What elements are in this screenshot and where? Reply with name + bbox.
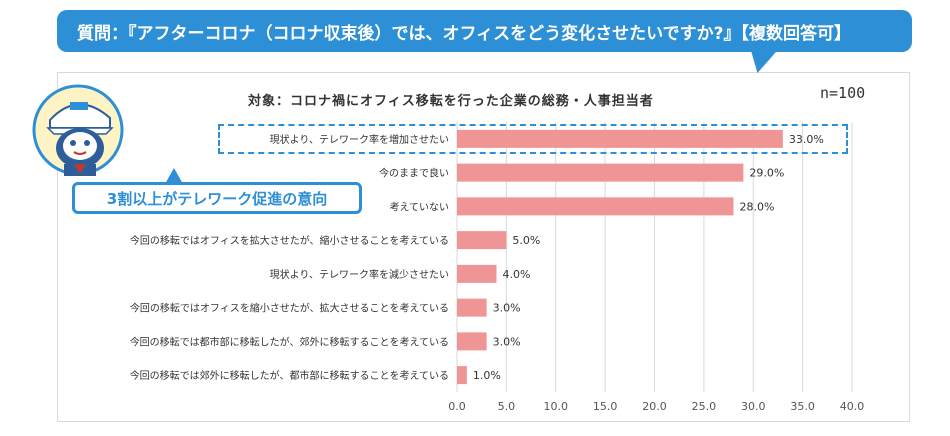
- chart-subtitle: 対象：コロナ禍にオフィス移転を行った企業の総務・人事担当者: [248, 94, 654, 109]
- question-banner-tail: [745, 49, 779, 73]
- value-label: 5.0%: [512, 234, 540, 247]
- bar: [457, 366, 467, 385]
- bar: [457, 129, 783, 148]
- category-label: 今回の移転ではオフィスを縮小させたが、拡大させることを考えている: [130, 302, 449, 315]
- x-tick-label: 40.0: [840, 400, 865, 413]
- bar: [457, 197, 734, 216]
- bar: [457, 231, 507, 250]
- bar: [457, 298, 487, 317]
- sample-size-label: n=100: [820, 84, 866, 102]
- value-label: 33.0%: [789, 133, 824, 146]
- bar: [457, 332, 487, 351]
- question-banner: 質問：『アフターコロナ（コロナ収束後）では、オフィスをどう変化させたいですか?』…: [57, 10, 912, 52]
- question-text: 質問：『アフターコロナ（コロナ収束後）では、オフィスをどう変化させたいですか?』…: [77, 23, 852, 44]
- x-tick-label: 20.0: [642, 400, 667, 413]
- category-label: 今回の移転では都市部に移転したが、郊外に移転することを考えている: [130, 335, 449, 348]
- value-label: 3.0%: [493, 302, 521, 315]
- value-label: 3.0%: [493, 335, 521, 348]
- category-label: 現状より、テレワーク率を減少させたい: [270, 268, 449, 281]
- category-label: 今のままで良い: [379, 167, 449, 180]
- bar: [457, 163, 744, 182]
- value-label: 29.0%: [749, 167, 784, 180]
- callout-text: 3割以上がテレワーク促進の意向: [106, 189, 328, 208]
- category-label: 今回の移転ではオフィスを拡大させたが、縮小させることを考えている: [130, 234, 449, 247]
- bar: [457, 264, 497, 283]
- x-tick-label: 35.0: [790, 400, 815, 413]
- highlight-box: [218, 124, 848, 154]
- category-label: 現状より、テレワーク率を増加させたい: [270, 133, 449, 146]
- category-label: 今回の移転では郊外に移転したが、都市部に移転することを考えている: [130, 369, 449, 382]
- x-tick-label: 25.0: [692, 400, 717, 413]
- x-tick-label: 30.0: [741, 400, 766, 413]
- value-label: 1.0%: [473, 369, 501, 382]
- x-tick-label: 15.0: [593, 400, 618, 413]
- x-tick-label: 0.0: [448, 400, 466, 413]
- x-tick-label: 10.0: [544, 400, 569, 413]
- callout-tail: [165, 168, 183, 184]
- value-label: 4.0%: [503, 268, 531, 281]
- x-tick-label: 5.0: [498, 400, 516, 413]
- mascot-icon: [30, 84, 134, 180]
- value-label: 28.0%: [740, 200, 775, 213]
- insight-callout: 3割以上がテレワーク促進の意向: [72, 182, 362, 214]
- category-label: 考えていない: [390, 201, 450, 213]
